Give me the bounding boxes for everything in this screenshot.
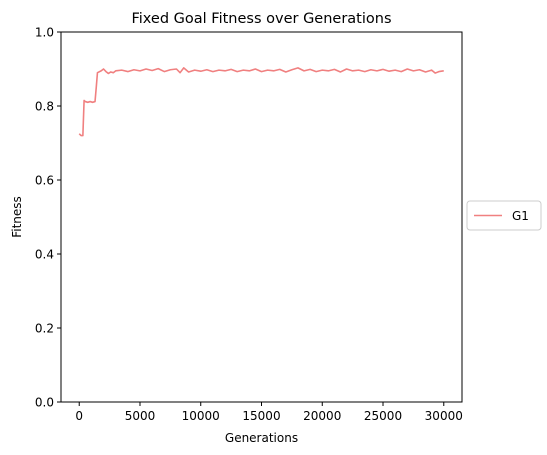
axes-frame: [60, 31, 463, 403]
y-axis-label: Fitness: [10, 196, 24, 238]
x-tick-label: 0: [75, 409, 83, 423]
legend: G1: [466, 200, 542, 231]
x-tick-label: 15000: [242, 409, 280, 423]
x-tick-label: 5000: [125, 409, 156, 423]
y-tick-label: 0.0: [35, 396, 54, 410]
legend-box: [466, 200, 542, 231]
x-tick-label: 10000: [182, 409, 220, 423]
y-tick-label: 1.0: [35, 26, 54, 40]
x-tick-label: 25000: [364, 409, 402, 423]
x-tick-label: 30000: [425, 409, 463, 423]
plot-area: 0 5000 10000 15000 20000 25000 30000 0.0 0.2 0.4 0…: [35, 26, 463, 424]
y-tick-label: 0.8: [35, 100, 54, 114]
y-tick-label: 0.4: [35, 248, 54, 262]
series-line-g1: [78, 67, 444, 137]
y-tick-label: 0.6: [35, 174, 54, 188]
legend-label: G1: [512, 209, 529, 223]
chart-title: Fixed Goal Fitness over Generations: [131, 11, 391, 27]
x-tick-label: 20000: [303, 409, 341, 423]
x-axis-label: Generations: [225, 431, 298, 445]
y-tick-label: 0.2: [35, 322, 54, 336]
